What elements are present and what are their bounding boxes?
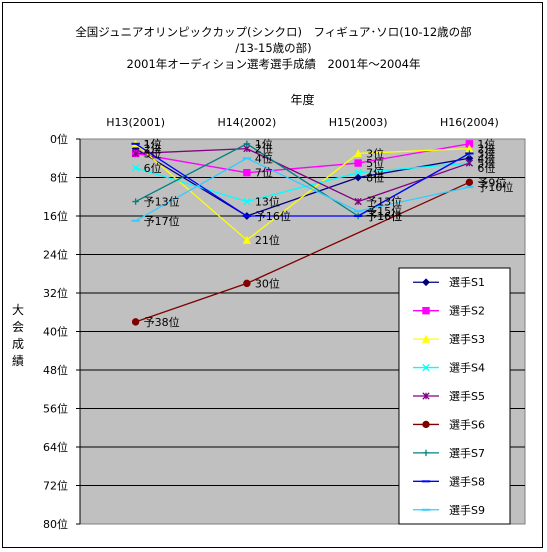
data-point-選手S3: [242, 235, 251, 244]
data-point-選手S6: [465, 178, 474, 187]
data-point-選手S5: [131, 149, 140, 158]
data-label: 1位: [477, 137, 495, 151]
series-line-選手S4: [135, 162, 470, 203]
legend-label: 選手S4: [449, 361, 485, 375]
series-line-選手S3: [135, 143, 470, 241]
data-point-選手S5: [354, 197, 362, 206]
data-label: 予16位: [366, 209, 402, 223]
y-tick-label: 80位: [43, 517, 68, 531]
data-point-選手S3: [354, 149, 363, 158]
data-point-選手S6: [243, 279, 251, 288]
data-label: 13位: [255, 195, 280, 209]
x-tick-label: H13(2001): [106, 116, 165, 129]
data-point-選手S1: [354, 173, 363, 182]
data-label: 2位: [255, 142, 273, 156]
data-label: 6位: [144, 161, 162, 175]
data-label: 予13位: [144, 195, 180, 209]
legend-marker-選手S3: [421, 334, 431, 343]
legend-label: 選手S6: [449, 417, 485, 431]
data-label: 予17位: [144, 214, 180, 228]
data-point-選手S7: [132, 198, 139, 205]
series-line-選手S9: [135, 157, 470, 222]
data-point-選手S2: [354, 159, 362, 167]
legend-label: 選手S8: [449, 474, 485, 488]
chart-title-line-1: 全国ジュニアオリンピックカップ(シンクロ) フィギュア･ソロ(10-12歳の部: [75, 25, 472, 39]
data-point-選手S4: [131, 164, 140, 172]
y-tick-label: 56位: [43, 402, 68, 416]
data-label: 30位: [255, 276, 280, 290]
x-axis-label: 年度: [290, 92, 314, 107]
y-axis-label-char: 大: [12, 303, 24, 317]
data-label: 予15位: [366, 204, 402, 218]
data-point-選手S4: [243, 197, 251, 206]
y-tick-label: 48位: [43, 363, 68, 377]
y-tick-label: 40位: [43, 325, 68, 339]
data-point-選手S6: [131, 318, 140, 326]
y-tick-label: 16位: [43, 209, 68, 223]
data-label: 予13位: [366, 195, 402, 209]
data-point-選手S5: [465, 159, 474, 167]
series-line-選手S5: [135, 147, 470, 203]
data-label: 7位: [255, 166, 273, 180]
x-tick-label: H15(2003): [329, 116, 388, 129]
data-label: 2位: [477, 142, 495, 156]
data-label: 2位: [144, 142, 162, 156]
series-line-選手S8: [135, 143, 470, 217]
data-label: 21位: [255, 233, 280, 247]
legend-marker-選手S2: [422, 306, 430, 315]
y-tick-label: 0位: [50, 132, 68, 146]
legend-marker-選手S6: [422, 420, 430, 429]
data-point-選手S7: [243, 140, 251, 148]
data-label: 8位: [366, 171, 384, 185]
data-label: 3位: [366, 146, 384, 160]
y-tick-label: 8位: [50, 171, 68, 185]
legend-label: 選手S7: [449, 446, 485, 460]
y-axis-label-char: 成: [12, 337, 24, 351]
y-axis-label-char: 会: [12, 320, 24, 334]
data-label: 6位: [477, 161, 495, 175]
legend-label: 選手S5: [449, 389, 485, 403]
data-label: 1位: [144, 137, 162, 151]
data-point-選手S4: [354, 169, 362, 177]
data-label: 5位: [477, 156, 495, 170]
legend-label: 選手S1: [449, 275, 485, 289]
data-label: 1位: [144, 137, 162, 151]
x-tick-label: H16(2004): [440, 116, 499, 129]
y-axis-label-char: 績: [12, 354, 24, 368]
legend-marker-選手S1: [422, 278, 430, 287]
data-label: 4位: [477, 151, 495, 165]
data-label: 1位: [255, 137, 273, 151]
legend-marker-選手S5: [422, 392, 430, 400]
x-tick-label: H14(2002): [217, 116, 276, 129]
data-label: 3位: [477, 146, 495, 160]
data-label: 4位: [255, 151, 273, 165]
y-tick-label: 32位: [43, 286, 68, 300]
y-tick-label: 64位: [43, 440, 68, 454]
legend-label: 選手S9: [449, 503, 485, 517]
y-tick-label: 24位: [43, 248, 68, 262]
data-point-選手S2: [243, 168, 251, 177]
legend-label: 選手S2: [449, 304, 485, 318]
data-label: 予38位: [144, 315, 180, 329]
data-label: 3位: [144, 146, 162, 160]
legend-marker-選手S7: [422, 449, 430, 457]
legend-marker-選手S4: [422, 363, 430, 372]
data-label: 7位: [366, 166, 384, 180]
data-label: 予16位: [255, 209, 291, 223]
data-label: 予10位: [477, 180, 513, 194]
y-tick-label: 72位: [43, 479, 68, 493]
data-label: 5位: [366, 156, 384, 170]
series-line-選手S2: [135, 143, 470, 174]
data-label: 予9位: [477, 175, 506, 189]
data-label: 予16位: [366, 209, 402, 223]
legend-label: 選手S3: [449, 332, 485, 346]
chart-title-line-2: /13-15歳の部): [235, 41, 312, 55]
chart-title-line-3: 2001年オーディション選考選手成績 2001年～2004年: [126, 57, 421, 71]
